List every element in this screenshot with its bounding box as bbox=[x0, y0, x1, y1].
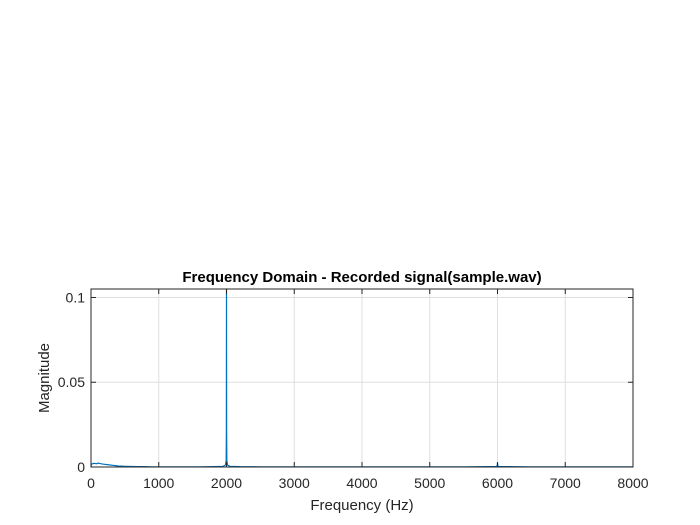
x-tick-label: 3000 bbox=[279, 475, 310, 491]
label-layer: 0 1000 2000 3000 4000 5000 6000 7000 8000 0 0.05 0.… bbox=[58, 289, 649, 491]
x-tick-label: 7000 bbox=[550, 475, 581, 491]
y-tick-label: 0 bbox=[77, 459, 85, 475]
x-tick-label: 6000 bbox=[482, 475, 513, 491]
x-tick-label: 0 bbox=[87, 475, 95, 491]
x-tick-label: 4000 bbox=[346, 475, 377, 491]
tick-layer bbox=[90, 289, 634, 468]
x-tick-label: 2000 bbox=[211, 475, 242, 491]
y-axis-label: Magnitude bbox=[36, 343, 53, 413]
chart-title: Frequency Domain - Recorded signal(sampl… bbox=[182, 269, 541, 286]
x-axis-label: Frequency (Hz) bbox=[310, 497, 413, 514]
x-tick-label: 8000 bbox=[617, 475, 648, 491]
x-tick-label: 1000 bbox=[143, 475, 174, 491]
x-tick-label: 5000 bbox=[414, 475, 445, 491]
y-tick-label: 0.1 bbox=[66, 289, 86, 305]
y-tick-label: 0.05 bbox=[58, 374, 85, 390]
